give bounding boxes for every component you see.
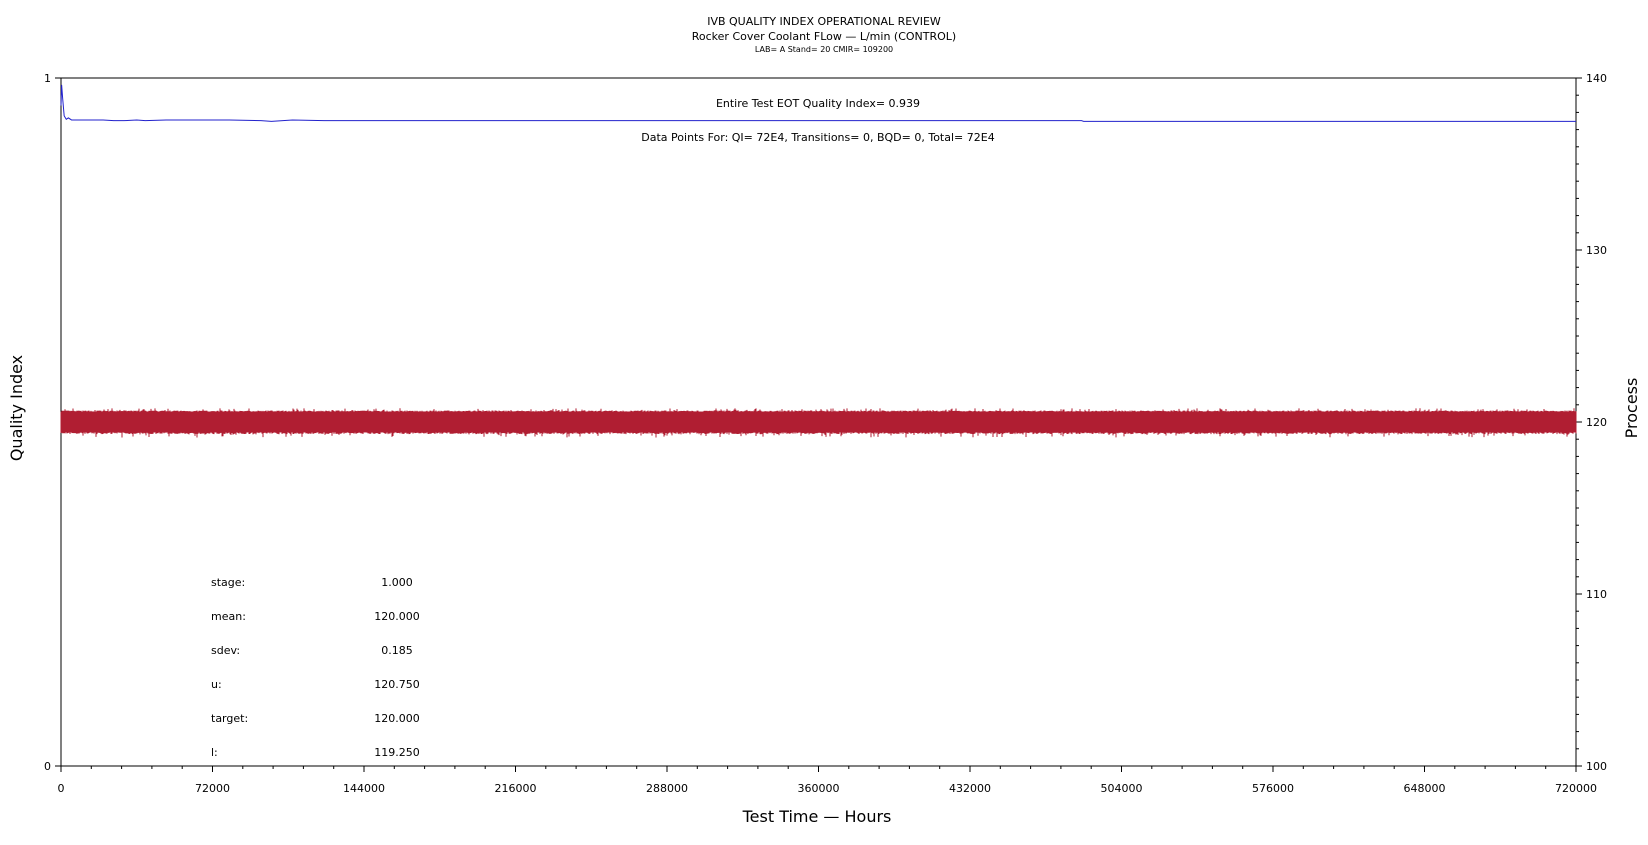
- chart-subtitle-2: LAB= A Stand= 20 CMIR= 109200: [755, 45, 893, 54]
- stats-label: target:: [211, 712, 248, 725]
- chart-subtitle: Rocker Cover Coolant FLow — L/min (CONTR…: [692, 30, 956, 43]
- x-tick-label: 144000: [343, 782, 385, 795]
- y-right-tick-label: 100: [1586, 760, 1607, 773]
- x-tick-label: 720000: [1555, 782, 1597, 795]
- x-tick-label: 216000: [495, 782, 537, 795]
- y-axis-left-label: Quality Index: [7, 355, 26, 461]
- stats-value: 120.000: [374, 712, 420, 725]
- x-tick-label: 432000: [949, 782, 991, 795]
- stats-label: stage:: [211, 576, 245, 589]
- y-right-tick-label: 140: [1586, 72, 1607, 85]
- y-axis-right-label: Process: [1622, 378, 1641, 439]
- y-right-tick-label: 120: [1586, 416, 1607, 429]
- x-tick-label: 288000: [646, 782, 688, 795]
- x-tick-label: 72000: [195, 782, 230, 795]
- process-series-line: [60, 408, 1577, 438]
- stats-label: sdev:: [211, 644, 240, 657]
- chart-title: IVB QUALITY INDEX OPERATIONAL REVIEW: [707, 15, 941, 28]
- stats-value: 1.000: [381, 576, 413, 589]
- stats-label: u:: [211, 678, 222, 691]
- stats-value: 120.750: [374, 678, 420, 691]
- y-left-tick-label: 1: [44, 72, 51, 85]
- stats-label: mean:: [211, 610, 246, 623]
- y-left-tick-label: 0: [44, 760, 51, 773]
- x-tick-label: 576000: [1252, 782, 1294, 795]
- stats-table: stage: 1.000 mean: 120.000 sdev: 0.185 u: 120.7…: [211, 576, 420, 759]
- x-tick-label: 0: [58, 782, 65, 795]
- y-right-tick-label: 130: [1586, 244, 1607, 257]
- x-tick-label: 504000: [1101, 782, 1143, 795]
- data-points-summary: Data Points For: QI= 72E4, Transitions= …: [641, 131, 994, 144]
- plot-area: 0 72000 144000 216000 288000 360000 432000 5040…: [44, 72, 1607, 795]
- x-axis-label: Test Time — Hours: [742, 807, 892, 826]
- stats-value: 0.185: [381, 644, 413, 657]
- y-right-tick-label: 110: [1586, 588, 1607, 601]
- stats-label: l:: [211, 746, 218, 759]
- x-tick-label: 648000: [1404, 782, 1446, 795]
- stats-value: 120.000: [374, 610, 420, 623]
- quality-index-summary: Entire Test EOT Quality Index= 0.939: [716, 97, 920, 110]
- stats-value: 119.250: [374, 746, 420, 759]
- quality-index-series-line: [60, 84, 1576, 122]
- x-tick-label: 360000: [798, 782, 840, 795]
